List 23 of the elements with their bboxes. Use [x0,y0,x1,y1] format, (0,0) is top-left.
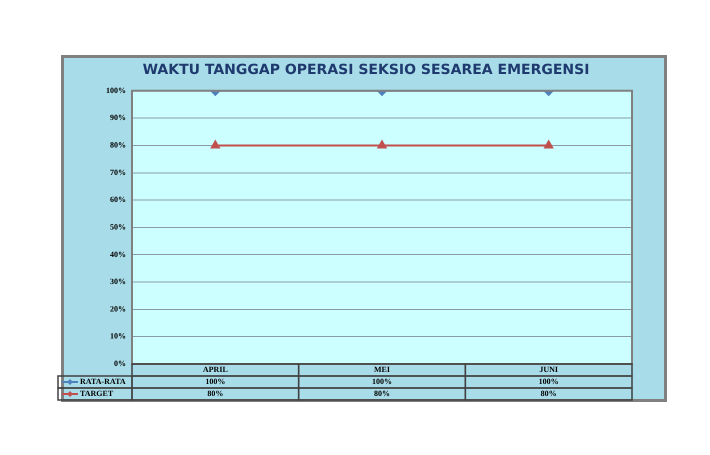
data-label: 100% [372,377,392,386]
x-tick-label: JUNI [539,365,558,374]
y-tick-label: 50% [110,222,126,232]
data-label: 100% [538,377,559,386]
chart-title: WAKTU TANGGAP OPERASI SEKSIO SESAREA EMERGENSI [142,62,590,78]
y-tick-label: 30% [110,277,126,286]
x-tick-label: MEI [374,365,390,374]
data-label: 80% [540,389,557,398]
y-tick-label: 80% [110,140,126,150]
data-label: 80% [374,389,390,398]
x-tick-label: APRIL [202,365,228,374]
y-tick-label: 60% [110,195,126,204]
y-tick-label: 0% [114,359,126,368]
y-tick-label: 90% [110,113,126,122]
data-label: 100% [205,377,226,386]
y-tick-label: 100% [106,86,126,95]
y-tick-label: 10% [110,332,126,341]
y-tick-label: 70% [110,168,126,177]
y-tick-label: 40% [110,250,126,259]
data-label: 80% [207,389,224,398]
y-tick-label: 20% [110,304,126,314]
legend-label: TARGET [80,389,114,398]
legend-label: RATA-RATA [80,377,126,386]
